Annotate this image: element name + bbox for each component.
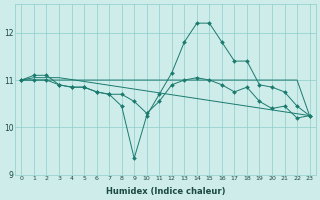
X-axis label: Humidex (Indice chaleur): Humidex (Indice chaleur)	[106, 187, 225, 196]
